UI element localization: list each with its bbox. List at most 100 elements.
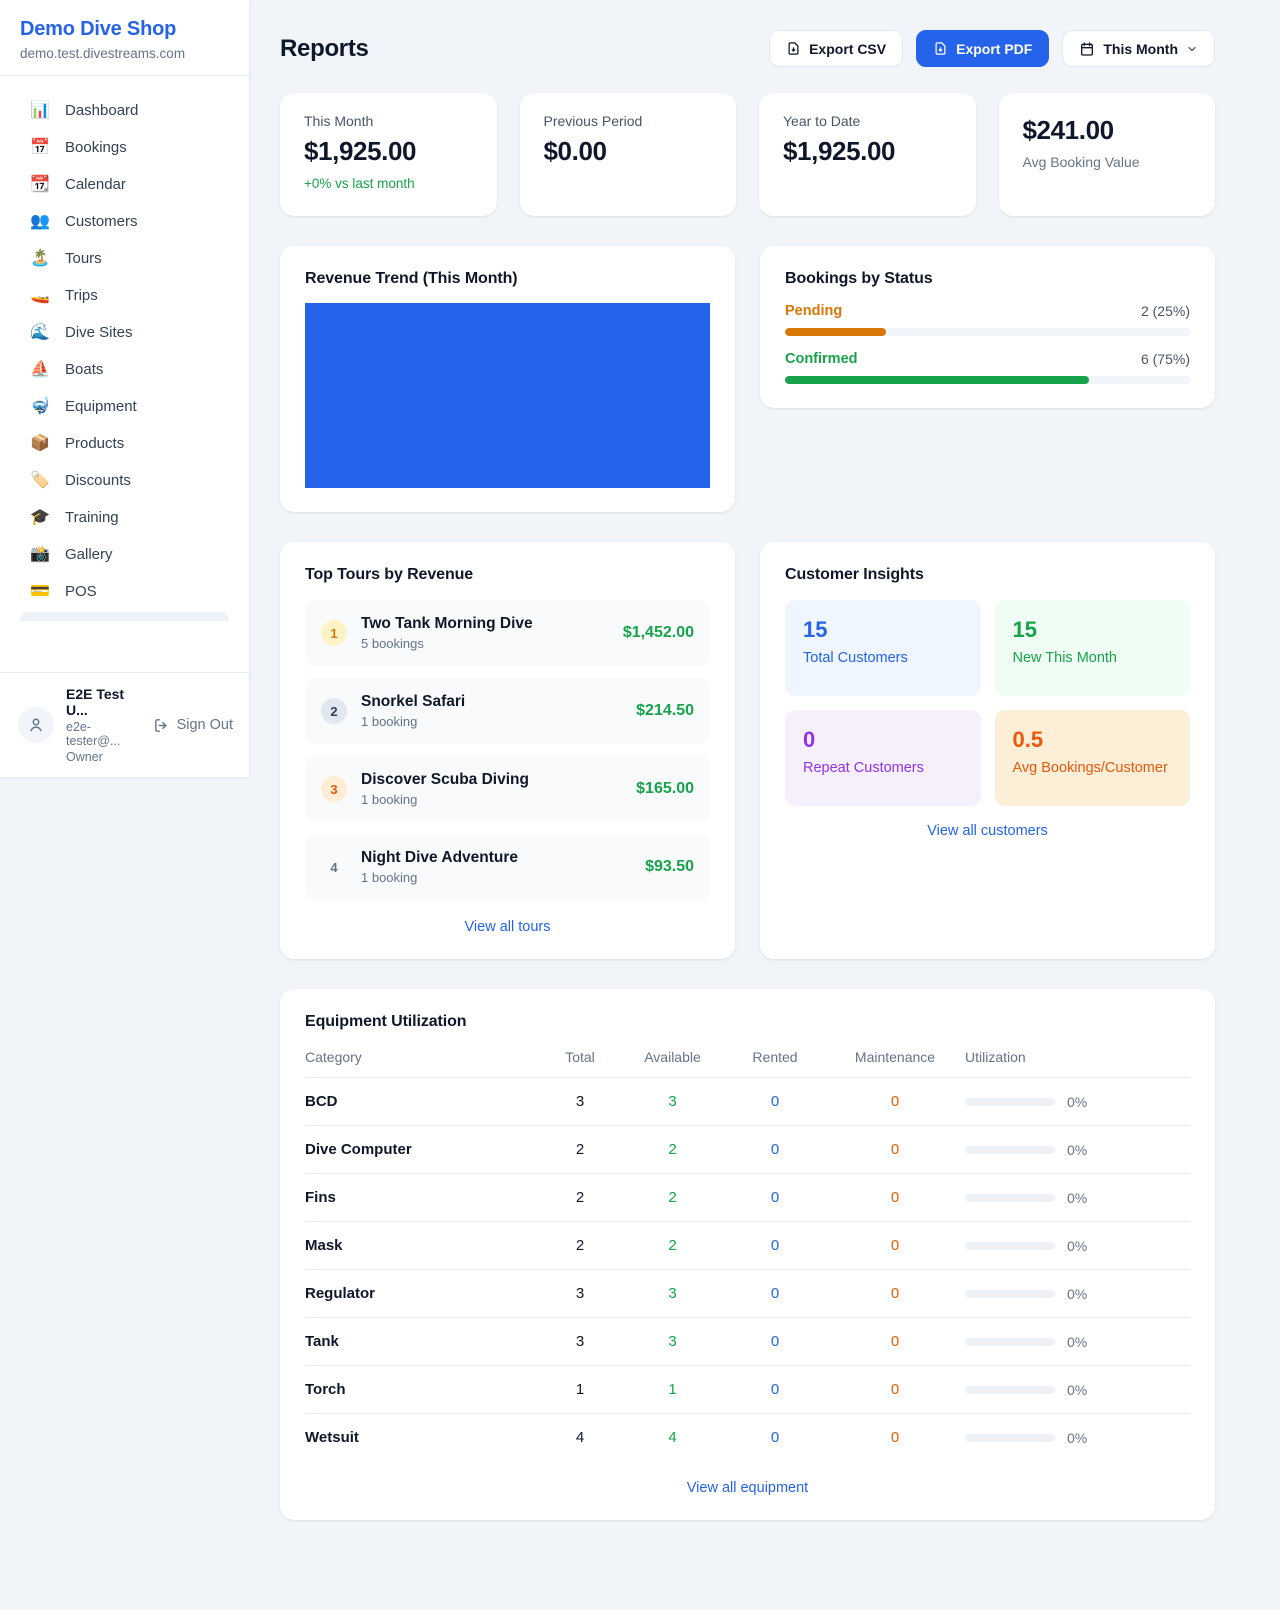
sidebar-item-discounts[interactable]: 🏷️ Discounts <box>30 471 131 489</box>
table-row: Torch 1 1 0 0 0% <box>305 1366 1190 1414</box>
tour-row: 1 Two Tank Morning Dive 5 bookings $1,452… <box>305 600 710 666</box>
sidebar-item-tours[interactable]: 🏝️ Tours <box>30 249 102 267</box>
period-dropdown[interactable]: This Month <box>1062 30 1215 67</box>
view-all-tours-link[interactable]: View all tours <box>464 919 551 935</box>
page-header: Reports Export CSV Export PDF This Month <box>280 30 1215 67</box>
tag-icon: 🏷️ <box>30 471 50 489</box>
top-tours-title: Top Tours by Revenue <box>305 566 474 583</box>
rank-badge: 4 <box>330 859 338 875</box>
stat-value: $1,925.00 <box>783 136 896 166</box>
tour-bookings: 5 bookings <box>361 636 424 651</box>
status-bar-fill-confirmed <box>785 376 1089 384</box>
stats-row: This Month $1,925.00 +0% vs last month P… <box>280 93 1215 216</box>
tour-bookings: 1 booking <box>361 870 418 885</box>
tour-name: Night Dive Adventure <box>361 849 519 866</box>
bookings-by-status-title: Bookings by Status <box>785 270 933 287</box>
table-row: Wetsuit 4 4 0 0 0% <box>305 1429 1088 1446</box>
utilization-bar <box>965 1145 1055 1154</box>
sidebar-item-trips[interactable]: 🚤 Trips <box>30 286 98 304</box>
status-bar-track <box>785 328 1190 336</box>
user-panel: E2E Test U... e2e-tester@... Owner Sign … <box>0 672 249 777</box>
sidebar-item-dashboard[interactable]: 📊 Dashboard <box>30 101 139 119</box>
revenue-trend-title: Revenue Trend (This Month) <box>305 270 518 287</box>
camera-icon: 📸 <box>30 545 50 563</box>
stat-label: Previous Period <box>543 113 643 129</box>
utilization-bar <box>965 1097 1055 1106</box>
tile-repeat-customers: 0 Repeat Customers <box>785 710 981 806</box>
brand-domain: demo.test.divestreams.com <box>20 46 186 61</box>
file-download-icon <box>935 42 946 55</box>
status-count-confirmed: 6 (75%) <box>1140 351 1190 367</box>
customers-icon: 👥 <box>30 212 50 230</box>
sidebar-item-calendar[interactable]: 📆 Calendar <box>30 175 126 193</box>
equipment-table: Category Total Available Rented Maintena… <box>305 1049 1190 1461</box>
sidebar-item-active-partial[interactable] <box>20 612 229 621</box>
user-role: Owner <box>66 750 103 764</box>
tour-list: 1 Two Tank Morning Dive 5 bookings $1,452… <box>305 600 710 900</box>
page-title: Reports <box>280 34 369 62</box>
customer-insights-title: Customer Insights <box>785 566 924 583</box>
equipment-table-header: Category Total Available Rented Maintena… <box>305 1049 1190 1078</box>
island-icon: 🏝️ <box>30 249 50 267</box>
tour-row: 2 Snorkel Safari 1 booking $214.50 <box>305 678 710 744</box>
utilization-bar <box>965 1241 1055 1250</box>
view-all-customers-link[interactable]: View all customers <box>927 823 1048 839</box>
sidebar-item-boats[interactable]: ⛵ Boats <box>30 360 104 378</box>
sidebar-item-training[interactable]: 🎓 Training <box>30 508 119 526</box>
sailboat-icon: ⛵ <box>30 360 50 378</box>
utilization-bar <box>965 1337 1055 1346</box>
table-row: Tank 3 3 0 0 0% <box>305 1318 1190 1366</box>
tile-new-this-month: 15 New This Month <box>994 600 1190 696</box>
sign-out-icon <box>154 718 167 732</box>
rank-badge: 2 <box>321 698 347 724</box>
package-icon: 📦 <box>30 434 50 452</box>
brand-name[interactable]: Demo Dive Shop <box>20 18 177 40</box>
user-name: E2E Test U... <box>66 686 125 718</box>
sidebar-item-products[interactable]: 📦 Products <box>30 434 125 452</box>
stat-card-avg-booking-value: $241.00 Avg Booking Value <box>998 93 1215 216</box>
sign-out-button[interactable]: Sign Out <box>153 717 233 734</box>
utilization-bar <box>965 1433 1055 1442</box>
equipment-utilization-title: Equipment Utilization <box>305 1013 467 1030</box>
sidebar-item-dive-sites[interactable]: 🌊 Dive Sites <box>30 323 133 341</box>
view-all-equipment-link[interactable]: View all equipment <box>686 1480 809 1496</box>
tour-row: 4 Night Dive Adventure 1 booking $93.50 <box>305 834 710 900</box>
export-pdf-button[interactable]: Export PDF <box>916 30 1050 67</box>
table-row: Dive Computer 2 2 0 0 0% <box>305 1126 1190 1174</box>
stat-value: $0.00 <box>543 136 607 166</box>
speedboat-icon: 🚤 <box>30 286 50 304</box>
stat-value: $241.00 <box>1022 115 1115 145</box>
chevron-down-icon <box>1188 46 1196 51</box>
table-row: Fins 2 2 0 0 0% <box>305 1174 1190 1222</box>
sidebar-item-bookings[interactable]: 📅 Bookings <box>30 138 127 156</box>
diving-mask-icon: 🤿 <box>30 397 50 415</box>
status-label-pending: Pending <box>785 303 843 319</box>
status-label-confirmed: Confirmed <box>785 351 858 367</box>
export-csv-button[interactable]: Export CSV <box>769 30 904 67</box>
user-meta: E2E Test U... e2e-tester@... Owner <box>66 686 141 764</box>
stat-label: Year to Date <box>783 113 861 129</box>
stat-value: $1,925.00 <box>304 136 417 166</box>
tile-avg-bookings-customer: 0.5 Avg Bookings/Customer <box>994 710 1190 806</box>
stat-label: This Month <box>304 113 374 129</box>
credit-card-icon: 💳 <box>30 582 50 600</box>
sidebar-nav: 📊 Dashboard 📅 Bookings 📆 Calendar 👥 Customer… <box>0 76 249 672</box>
bookings-calendar-icon: 📅 <box>30 138 50 156</box>
sidebar-item-equipment[interactable]: 🤿 Equipment <box>30 397 137 415</box>
calendar-icon <box>1081 41 1094 56</box>
tour-revenue: $165.00 <box>636 780 694 797</box>
tour-name: Snorkel Safari <box>361 693 466 710</box>
sidebar-item-customers[interactable]: 👥 Customers <box>30 212 138 230</box>
tour-revenue: $1,452.00 <box>622 624 694 641</box>
equipment-utilization-card: Equipment Utilization Category Total Ava… <box>280 989 1215 1520</box>
status-row-confirmed: Confirmed 6 (75%) <box>785 351 1190 384</box>
stat-label: Avg Booking Value <box>1022 154 1140 170</box>
revenue-trend-card: Revenue Trend (This Month) <box>280 246 735 512</box>
status-bar-fill-pending <box>785 328 887 336</box>
tour-revenue: $214.50 <box>636 702 694 719</box>
status-bar-track <box>785 376 1190 384</box>
rank-badge: 1 <box>321 620 347 646</box>
sidebar-item-gallery[interactable]: 📸 Gallery <box>30 545 113 563</box>
dashboard-icon: 📊 <box>30 101 50 119</box>
sidebar-item-pos[interactable]: 💳 POS <box>30 582 97 600</box>
